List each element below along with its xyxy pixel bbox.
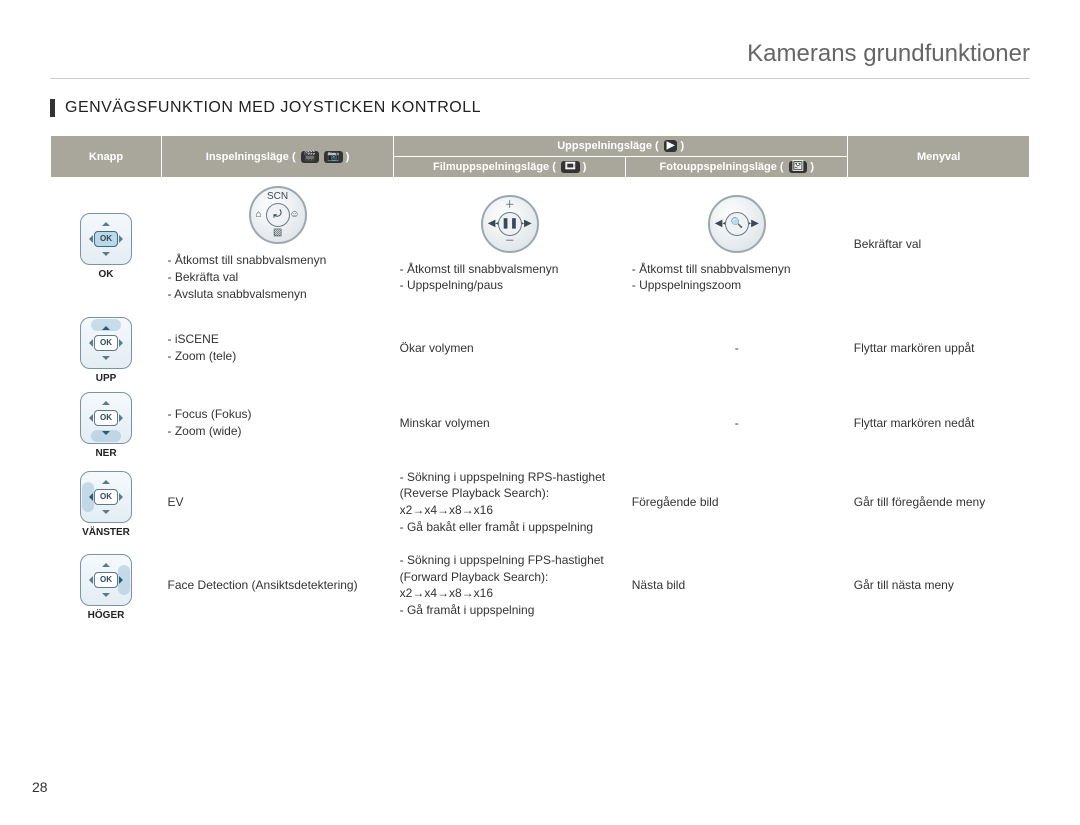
videocam-icon: 🎬 <box>301 151 319 163</box>
cell-menu: Flyttar markören nedåt <box>848 386 1030 461</box>
knapp-cell: OK HÖGER <box>51 544 162 627</box>
th-filmuppspelning: Filmuppspelningsläge ( 🎞 ) <box>394 157 626 178</box>
table-row: OK UPP- iSCENE- Zoom (tele)Ökar volymen-… <box>51 311 1030 386</box>
cell-film: - Sökning i uppspelning FPS-hastighet (F… <box>394 544 626 627</box>
th-knapp: Knapp <box>51 136 162 178</box>
page-header: Kamerans grundfunktioner <box>50 40 1030 79</box>
cell-menu: Bekräftar val <box>848 178 1030 311</box>
knapp-label: HÖGER <box>53 610 160 621</box>
film-mode-icon: 🎞 <box>561 161 580 173</box>
cell-menu: Flyttar markören uppåt <box>848 311 1030 386</box>
paren-close: ) <box>810 161 814 173</box>
th-inspelningslage: Inspelningsläge ( 🎬 📷 ) <box>162 136 394 178</box>
cell-foto: Föregående bild <box>626 461 848 544</box>
cell-rec: - iSCENE- Zoom (tele) <box>162 311 394 386</box>
knapp-label: UPP <box>53 373 160 384</box>
knapp-cell: OK VÄNSTER <box>51 461 162 544</box>
knapp-cell: OK UPP <box>51 311 162 386</box>
knapp-cell: OK NER <box>51 386 162 461</box>
cell-rec: SCN ▧ ⌂ ☺ ⤾ - Åtkomst till snabbvalsmeny… <box>162 178 394 311</box>
knapp-label: NER <box>53 448 160 459</box>
cell-foto: - <box>626 386 848 461</box>
knapp-label: VÄNSTER <box>53 527 160 538</box>
mode-dial-icon: ＋ － ◀◀ ▶▶ ❚❚ <box>481 195 539 253</box>
camera-icon: 📷 <box>324 151 342 163</box>
cell-film: - Sökning i uppspelning RPS-hastighet (R… <box>394 461 626 544</box>
cell-rec: Face Detection (Ansiktsdetektering) <box>162 544 394 627</box>
cell-foto: Nästa bild <box>626 544 848 627</box>
joystick-functions-table: Knapp Inspelningsläge ( 🎬 📷 ) Uppspelnin… <box>50 135 1030 627</box>
table-row: OK HÖGERFace Detection (Ansiktsdetekteri… <box>51 544 1030 627</box>
joystick-icon: OK <box>80 392 132 444</box>
mode-dial-icon: SCN ▧ ⌂ ☺ ⤾ <box>249 186 307 244</box>
table-row: OK VÄNSTEREV- Sökning i uppspelning RPS-… <box>51 461 1030 544</box>
paren-close: ) <box>583 161 587 173</box>
photo-mode-icon: 🖼 <box>789 161 808 173</box>
joystick-icon: OK <box>80 213 132 265</box>
knapp-label: OK <box>53 269 160 280</box>
cell-rec: - Focus (Fokus)- Zoom (wide) <box>162 386 394 461</box>
th-menyval: Menyval <box>848 136 1030 178</box>
joystick-icon: OK <box>80 317 132 369</box>
joystick-icon: OK <box>80 554 132 606</box>
section-title: GENVÄGSFUNKTION MED JOYSTICKEN KONTROLL <box>50 99 1030 117</box>
play-mode-icon: ▶ <box>664 140 678 152</box>
joystick-icon: OK <box>80 471 132 523</box>
cell-film: Ökar volymen <box>394 311 626 386</box>
th-fotouppspelning: Fotouppspelningsläge ( 🖼 ) <box>626 157 848 178</box>
knapp-cell: OK OK <box>51 178 162 311</box>
page-number: 28 <box>32 779 48 795</box>
cell-menu: Går till föregående meny <box>848 461 1030 544</box>
th-foto-label: Fotouppspelningsläge ( <box>660 161 784 173</box>
table-row: OK NER- Focus (Fokus)- Zoom (wide)Minska… <box>51 386 1030 461</box>
cell-menu: Går till nästa meny <box>848 544 1030 627</box>
table-body: OK OK SCN ▧ ⌂ ☺ ⤾ - Åtkomst till snabbva… <box>51 178 1030 627</box>
paren-close: ) <box>681 140 685 152</box>
th-uppspelningslage: Uppspelningsläge ( ▶ ) <box>394 136 848 157</box>
mode-dial-icon: ◀◀ ▶▶ 🔍 <box>708 195 766 253</box>
th-rec-label: Inspelningsläge ( <box>206 151 296 163</box>
cell-foto: - <box>626 311 848 386</box>
cell-rec: EV <box>162 461 394 544</box>
paren-close: ) <box>346 151 350 163</box>
th-film-label: Filmuppspelningsläge ( <box>433 161 556 173</box>
cell-film: ＋ － ◀◀ ▶▶ ❚❚ - Åtkomst till snabbvalsmen… <box>394 178 626 311</box>
table-row: OK OK SCN ▧ ⌂ ☺ ⤾ - Åtkomst till snabbva… <box>51 178 1030 311</box>
th-play-label: Uppspelningsläge ( <box>557 140 658 152</box>
cell-foto: ◀◀ ▶▶ 🔍 - Åtkomst till snabbvalsmenyn- U… <box>626 178 848 311</box>
cell-film: Minskar volymen <box>394 386 626 461</box>
